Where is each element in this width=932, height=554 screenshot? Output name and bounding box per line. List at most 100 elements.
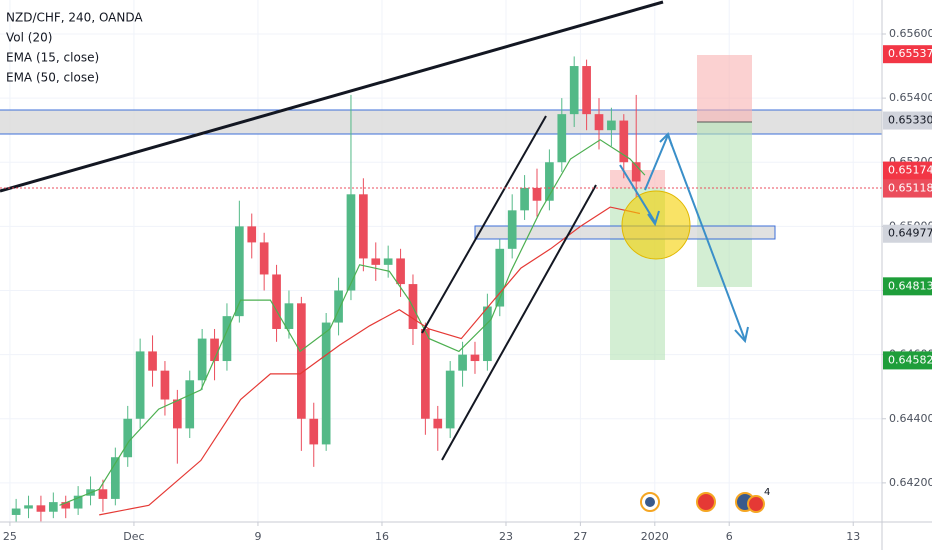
event-icon: [645, 497, 655, 507]
arrow-head: [647, 210, 660, 227]
candle-body: [160, 370, 170, 400]
price-marker-label: 0.65174: [888, 164, 932, 177]
price-marker-label: 0.64813: [888, 279, 932, 292]
candle-body: [222, 316, 232, 362]
candle-body: [359, 194, 368, 259]
candle-body: [197, 338, 207, 381]
event-icon[interactable]: [747, 495, 765, 513]
candle-body: [321, 322, 331, 445]
candle-body: [532, 187, 542, 201]
legend-entry: EMA (50, close): [6, 71, 99, 85]
candle-body: [98, 489, 108, 499]
price-marker: [883, 224, 932, 243]
price-marker: [883, 351, 932, 370]
candle-body: [371, 258, 381, 265]
price-marker: [883, 161, 932, 180]
events-badge: 4: [764, 487, 770, 498]
candle-body: [110, 457, 120, 499]
candle-body: [582, 66, 591, 115]
candle-body: [11, 508, 21, 515]
x-tick-label: 13: [846, 530, 860, 543]
x-tick-label: 23: [499, 530, 513, 543]
y-tick-label: 0.64200: [889, 476, 932, 489]
arrow-head: [659, 132, 673, 147]
event-icon[interactable]: [696, 492, 716, 512]
candle-body: [185, 380, 195, 429]
candle-body: [61, 502, 71, 509]
price-marker-label: 0.65537: [888, 47, 932, 60]
price-marker: [883, 179, 932, 198]
candle-body: [396, 258, 405, 285]
candle-body: [569, 66, 579, 115]
ema-line: [59, 139, 646, 506]
candle-body: [507, 210, 517, 249]
candle-body: [24, 505, 33, 509]
candle-body: [210, 338, 219, 362]
x-tick-label: 16: [375, 530, 389, 543]
price-marker: [883, 45, 932, 64]
candle-body: [334, 290, 343, 323]
candle-body: [607, 120, 616, 131]
candle-body: [495, 248, 505, 307]
candle-body: [421, 328, 430, 419]
candle-body: [383, 258, 393, 265]
x-tick-label: 27: [573, 530, 587, 543]
channel-line: [441, 184, 597, 461]
chart-title: NZD/CHF, 240, OANDA: [6, 11, 143, 25]
candle-body: [284, 303, 294, 329]
x-tick-label: 9: [254, 530, 261, 543]
price-axis: [882, 0, 932, 550]
candle-body: [483, 306, 492, 362]
candle-body: [594, 114, 604, 131]
candle-body: [272, 274, 281, 329]
candle-body: [309, 418, 319, 445]
candle-body: [173, 399, 182, 429]
price-marker: [883, 111, 932, 130]
candle-body: [433, 418, 443, 429]
channel-line: [421, 115, 547, 334]
highlight-circle: [621, 190, 691, 260]
y-tick-label: 0.64400: [889, 412, 932, 425]
candle-body: [36, 505, 46, 512]
trend-line: [0, 0, 664, 193]
price-marker: [883, 277, 932, 296]
stop-zone: [697, 55, 752, 122]
candle-body: [135, 351, 145, 419]
candle-body: [619, 120, 629, 163]
candle-body: [445, 370, 455, 429]
indicator-label: Vol (20): [6, 31, 52, 45]
ema-line: [99, 206, 641, 516]
y-tick-label: 0.65600: [889, 27, 932, 40]
price-marker-label: 0.65330: [888, 114, 932, 127]
candle-body: [470, 354, 480, 362]
x-tick-label: 25: [3, 530, 17, 543]
price-marker-label: 0.65118: [888, 182, 932, 195]
x-tick-label: 6: [726, 530, 733, 543]
candle-body: [123, 418, 133, 458]
candle-body: [148, 351, 157, 371]
y-tick-label: 0.65400: [889, 91, 932, 104]
arrow-head: [734, 326, 749, 344]
legend-entry: EMA (15, close): [6, 51, 99, 65]
candle-body: [297, 303, 306, 419]
candle-body: [346, 194, 356, 291]
candle-body: [557, 114, 567, 163]
time-axis: [0, 522, 932, 550]
candle-body: [48, 502, 58, 512]
price-marker-label: 0.64582: [888, 353, 932, 366]
plot: [11, 56, 646, 525]
candle-body: [631, 162, 641, 182]
candle-body: [259, 242, 269, 275]
candle-body: [235, 226, 244, 317]
candle-body: [458, 354, 467, 371]
axis-labels: 0.642000.644000.646000.648000.650000.652…: [3, 27, 932, 543]
candle-body: [73, 495, 83, 509]
x-tick-label: Dec: [123, 530, 144, 543]
target-zone: [697, 122, 752, 287]
price-marker-label: 0.64977: [888, 227, 932, 240]
candle-body: [520, 187, 529, 211]
x-tick-label: 2020: [641, 530, 669, 543]
candle-body: [545, 162, 554, 201]
